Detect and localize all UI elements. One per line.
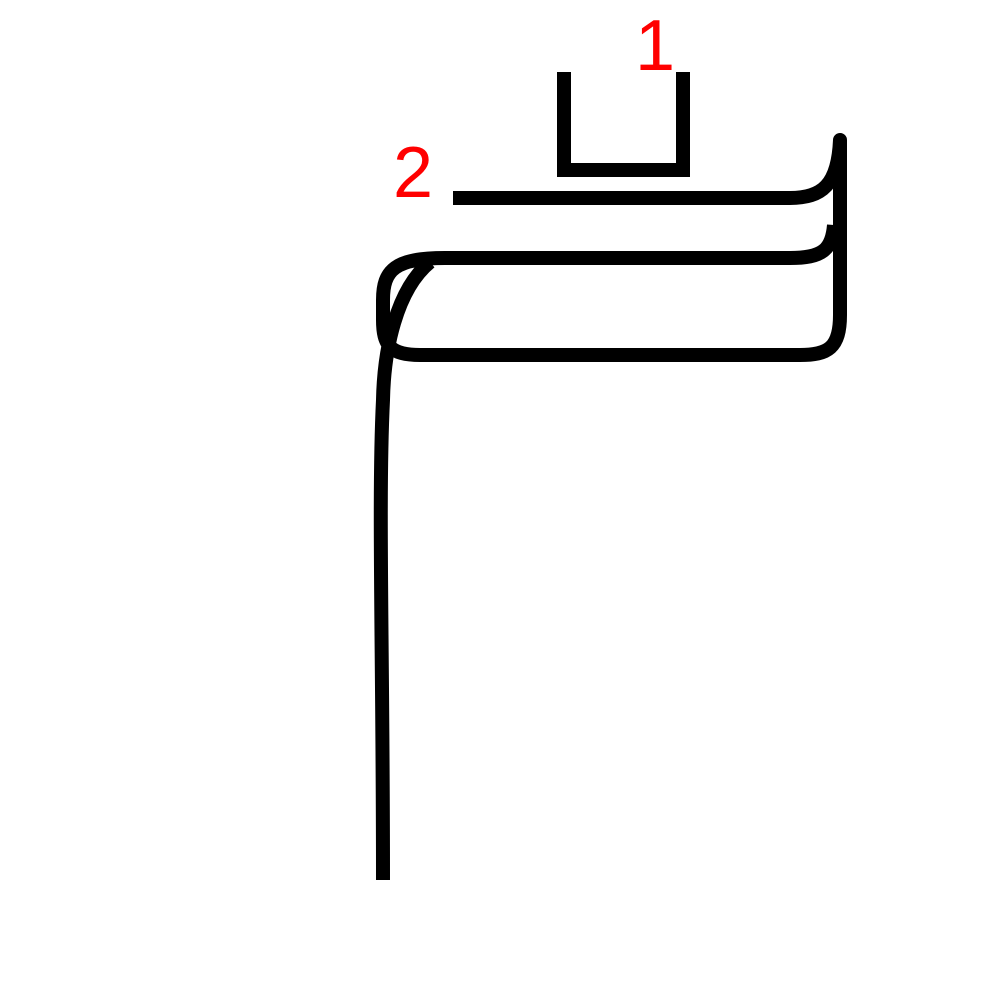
bracket-shape-icon xyxy=(557,72,690,177)
folded-hook-shape-icon xyxy=(373,133,847,881)
stroke-number-1: 1 xyxy=(635,6,675,86)
stroke-number-2: 2 xyxy=(393,133,433,213)
